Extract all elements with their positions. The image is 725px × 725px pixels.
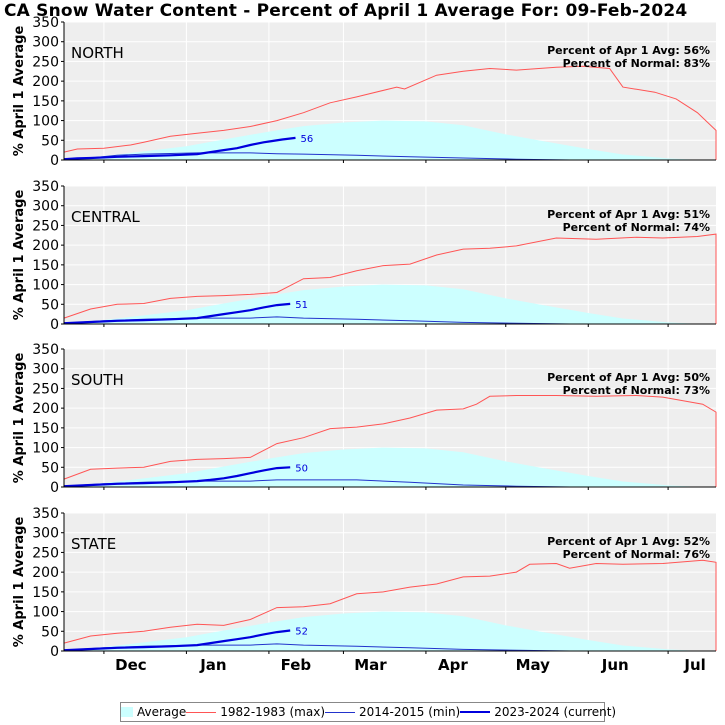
state-max-line <box>63 559 717 651</box>
legend-average-label: Average <box>137 705 187 719</box>
north-ytick-label: 50 <box>41 133 59 149</box>
south-ytick-label: 300 <box>32 362 59 378</box>
south-ytick-label: 350 <box>32 342 59 358</box>
legend-max: 1982-1983 (max) <box>186 705 325 719</box>
south-average-area <box>64 447 703 487</box>
central-ytick-label: 300 <box>32 199 59 215</box>
legend-current: 2023-2024 (current) <box>460 705 616 719</box>
north-ytick-label: 350 <box>32 15 59 31</box>
state-region-name: STATE <box>71 535 116 553</box>
legend-current-swatch <box>460 711 491 713</box>
north-min-line <box>63 152 570 161</box>
month-label: May <box>516 656 551 674</box>
state-ytick-label: 300 <box>32 526 59 542</box>
month-label: Apr <box>438 656 468 674</box>
state-pct-normal: Percent of Normal: 76% <box>563 548 710 561</box>
state-ytick-label: 0 <box>50 644 59 660</box>
state-ytick-label: 150 <box>32 585 59 601</box>
state-ytick-label: 250 <box>32 545 59 561</box>
month-label: Jan <box>199 656 226 674</box>
central-ytick-label: 0 <box>50 317 59 333</box>
central-current-value-label: 51 <box>295 300 308 311</box>
month-label: Jul <box>683 656 705 674</box>
central-ytick-label: 100 <box>32 278 59 294</box>
central-ytick-label: 250 <box>32 218 59 234</box>
north-current-value-label: 56 <box>301 134 314 145</box>
south-ytick-label: 250 <box>32 381 59 397</box>
north-pct-normal: Percent of Normal: 83% <box>563 57 710 70</box>
month-label: Mar <box>354 656 387 674</box>
legend-max-swatch <box>186 711 217 713</box>
central-ytick-label: 150 <box>32 258 59 274</box>
south-max-line <box>63 394 717 487</box>
south-pct-apr1: Percent of Apr 1 Avg: 50% <box>547 371 710 384</box>
legend-max-label: 1982-1983 (max) <box>220 705 326 719</box>
central-ytick-label: 50 <box>41 297 59 313</box>
south-region-name: SOUTH <box>71 371 124 389</box>
state-ylabel: % April 1 Average <box>12 517 27 648</box>
legend-min-label: 2014-2015 (min) <box>359 705 461 719</box>
south-ytick-label: 0 <box>50 480 59 496</box>
south-ytick-label: 200 <box>32 401 59 417</box>
north-ytick-label: 200 <box>32 74 59 90</box>
central-pct-apr1: Percent of Apr 1 Avg: 51% <box>547 208 710 221</box>
north-max-line <box>63 65 717 160</box>
south-current-value-label: 50 <box>295 463 308 474</box>
month-label: Feb <box>281 656 312 674</box>
central-pct-normal: Percent of Normal: 74% <box>563 221 710 234</box>
state-current-value-label: 52 <box>295 626 308 637</box>
north-ytick-label: 0 <box>50 153 59 169</box>
state-ytick-label: 200 <box>32 565 59 581</box>
state-ytick-label: 100 <box>32 605 59 621</box>
snow-water-chart: 0 50 100 150 200 250 300 350 % April 1 Average NO… <box>12 15 717 674</box>
state-ytick-label: 350 <box>32 506 59 522</box>
legend-average-swatch <box>121 707 133 717</box>
central-region-name: CENTRAL <box>71 208 140 226</box>
month-label: Jun <box>601 656 629 674</box>
central-ytick-label: 200 <box>32 238 59 254</box>
chart-title: CA Snow Water Content - Percent of April… <box>4 1 688 21</box>
north-ytick-label: 100 <box>32 114 59 130</box>
legend: Average 1982-1983 (max) 2014-2015 (min) … <box>120 702 616 722</box>
legend-average: Average <box>121 705 186 719</box>
state-ytick-label: 50 <box>41 624 59 640</box>
central-max-line <box>63 233 717 324</box>
south-pct-normal: Percent of Normal: 73% <box>563 384 710 397</box>
south-ytick-label: 150 <box>32 421 59 437</box>
legend-min: 2014-2015 (min) <box>325 705 460 719</box>
south-current-line <box>63 466 291 488</box>
north-ylabel: % April 1 Average <box>12 26 27 157</box>
north-ytick-label: 150 <box>32 94 59 110</box>
north-ytick-label: 300 <box>32 35 59 51</box>
north-ytick-label: 250 <box>32 54 59 70</box>
north-region-name: NORTH <box>71 44 124 62</box>
north-pct-apr1: Percent of Apr 1 Avg: 56% <box>547 44 710 57</box>
state-current-line <box>63 629 291 652</box>
state-pct-apr1: Percent of Apr 1 Avg: 52% <box>547 535 710 548</box>
central-ytick-label: 350 <box>32 179 59 195</box>
north-current-line <box>63 136 296 161</box>
south-ylabel: % April 1 Average <box>12 353 27 484</box>
south-ytick-label: 50 <box>41 460 59 476</box>
legend-current-label: 2023-2024 (current) <box>494 705 617 719</box>
month-label: Dec <box>115 656 147 674</box>
central-current-line <box>63 302 291 325</box>
south-ytick-label: 100 <box>32 441 59 457</box>
central-ylabel: % April 1 Average <box>12 190 27 321</box>
legend-min-swatch <box>325 711 356 713</box>
